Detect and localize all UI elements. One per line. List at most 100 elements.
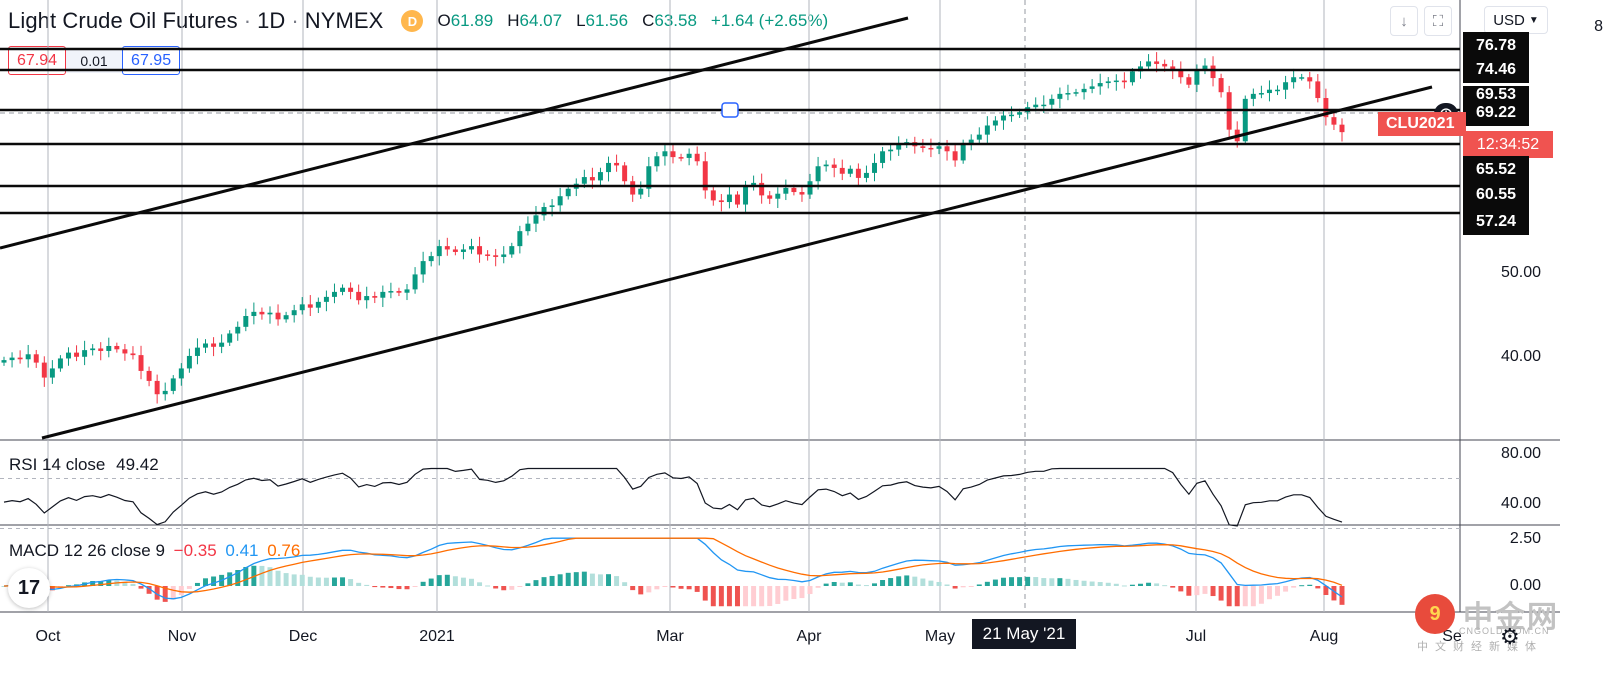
candle-body: [614, 162, 620, 166]
candle-body: [1186, 77, 1192, 85]
macd-histogram-bar: [662, 586, 668, 587]
candle: [614, 154, 620, 172]
candle-body: [1275, 89, 1281, 92]
candle-body: [1162, 63, 1168, 67]
candle-body: [283, 315, 289, 320]
data-source-badge[interactable]: D: [401, 10, 424, 32]
candle: [283, 311, 289, 323]
level-tag-57-24[interactable]: 57.24: [1463, 208, 1529, 235]
candle: [57, 355, 63, 372]
candle-body: [323, 296, 329, 302]
level-tag-74-46[interactable]: 74.46: [1463, 56, 1529, 83]
candle-body: [694, 153, 700, 162]
candle: [710, 186, 716, 206]
macd-histogram-bar: [396, 586, 402, 590]
candle-body: [589, 177, 595, 181]
candle: [203, 339, 208, 353]
macd-histogram-bar: [90, 581, 96, 586]
bar-countdown: 12:34:52: [1463, 131, 1553, 158]
currency-selector[interactable]: USD ▼: [1484, 6, 1548, 34]
macd-histogram-bar: [485, 585, 491, 587]
macd-histogram-bar: [1017, 577, 1023, 586]
horizontal-levels[interactable]: [0, 47, 1460, 215]
candle-body: [888, 149, 894, 152]
candle: [1226, 85, 1232, 139]
candle: [1283, 75, 1289, 100]
candle-body: [1266, 89, 1272, 94]
macd-histogram-bar: [227, 572, 233, 586]
settings-gear-icon[interactable]: ⚙: [1500, 624, 1520, 649]
candle-body: [122, 349, 128, 354]
macd-histogram-bar: [315, 577, 321, 586]
candle: [74, 345, 80, 362]
candle-body: [1323, 98, 1329, 118]
macd-histogram-bar: [597, 574, 603, 586]
candle-body: [1017, 112, 1023, 115]
candle: [896, 136, 902, 156]
chart-legend: Light Crude Oil Futures · 1D · NYMEX D O…: [8, 6, 828, 36]
macd-histogram-bar: [428, 578, 434, 586]
candle: [509, 242, 515, 258]
macd-histogram-bar: [936, 581, 942, 586]
macd-histogram-bar: [855, 584, 861, 586]
macd-histogram-bar: [589, 573, 595, 586]
candle-body: [186, 355, 192, 369]
candle: [1291, 68, 1297, 89]
candle: [831, 158, 837, 178]
fullscreen-button[interactable]: ⛶: [1424, 6, 1452, 36]
macd-histogram-bar: [356, 582, 362, 586]
candle-body: [444, 246, 450, 250]
macd-histogram-bar: [710, 586, 716, 607]
macd-histogram-bar: [1162, 585, 1168, 587]
macd-histogram-bar: [1210, 586, 1216, 597]
candle: [130, 346, 136, 360]
level-tag-76-78[interactable]: 76.78: [1463, 32, 1529, 59]
macd-histogram-bar: [549, 575, 555, 586]
level-tag-65-52[interactable]: 65.52: [1463, 156, 1529, 183]
macd-histogram-bar: [807, 586, 813, 595]
candle: [823, 160, 829, 172]
macd-histogram-bar: [912, 576, 918, 586]
candle: [726, 186, 732, 209]
candle-body: [638, 188, 644, 195]
macd-histogram-bar: [573, 572, 579, 586]
macd-histogram-bar: [654, 586, 660, 590]
scroll-down-button[interactable]: ↓: [1390, 6, 1418, 36]
candle: [1266, 80, 1272, 102]
macd-histogram-bar: [259, 565, 265, 586]
macd-histogram-bar: [348, 579, 354, 586]
candle-body: [275, 312, 281, 320]
candle: [388, 282, 394, 299]
level-tag-69-53[interactable]: 69.53: [1463, 86, 1529, 100]
candle-body: [49, 368, 55, 378]
candle-body: [1154, 61, 1160, 64]
candle-body: [541, 207, 547, 216]
trendline-upper: [0, 16, 909, 250]
time-label: Dec: [289, 628, 317, 645]
symbol-name[interactable]: Light Crude Oil Futures: [8, 8, 238, 33]
candle: [1218, 73, 1224, 98]
trend-lines[interactable]: [0, 16, 1433, 440]
candle: [364, 286, 370, 309]
candle: [82, 340, 88, 366]
macd-histogram-bar: [767, 586, 773, 607]
candle-body: [646, 166, 652, 189]
candle-body: [412, 274, 418, 290]
candle-body: [678, 157, 684, 159]
macd-histogram-bar: [509, 586, 515, 590]
candle-body: [388, 291, 394, 293]
candle-body: [380, 291, 386, 298]
level-tag-60-55[interactable]: 60.55: [1463, 181, 1529, 208]
interval-label[interactable]: 1D: [257, 8, 286, 33]
candle-body: [718, 200, 724, 203]
candle-body: [597, 172, 603, 181]
candle: [469, 238, 474, 254]
candle: [1105, 77, 1111, 89]
candle: [734, 191, 740, 208]
candle: [815, 156, 821, 190]
candle-body: [130, 353, 136, 356]
tradingview-logo-icon[interactable]: 17: [8, 568, 50, 608]
time-axis[interactable]: Oct Nov Dec 2021 Mar Apr May Jul Aug Se: [36, 628, 1462, 645]
candle: [517, 225, 523, 254]
